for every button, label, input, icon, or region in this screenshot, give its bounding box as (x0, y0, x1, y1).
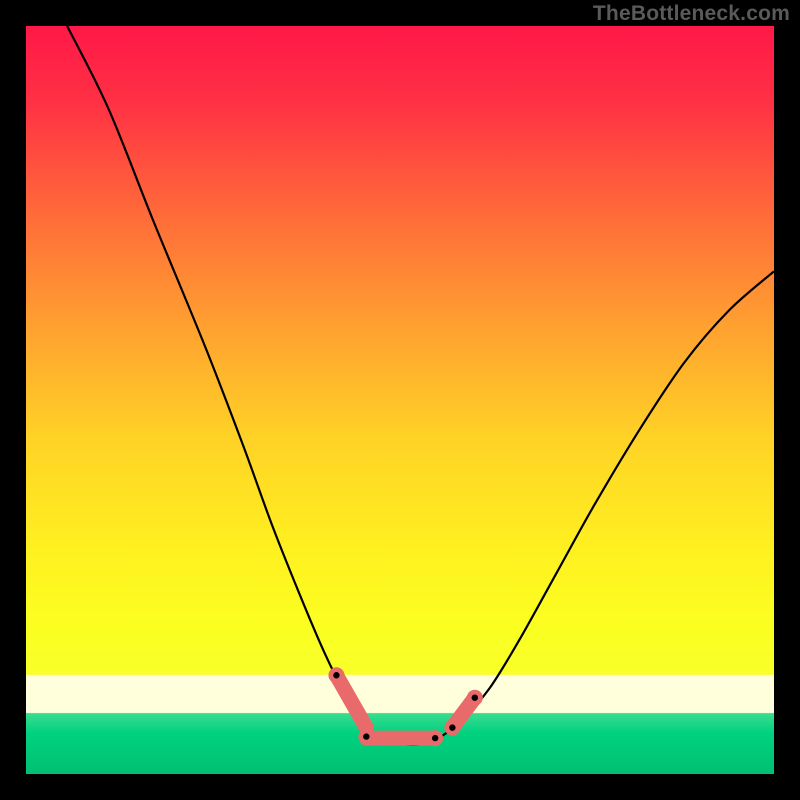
highlight-dot-center (449, 724, 455, 730)
highlight-dot-center (432, 735, 438, 741)
chart-container: TheBottleneck.com (0, 0, 800, 800)
watermark-text: TheBottleneck.com (593, 2, 790, 26)
bottleneck-curve-chart (0, 0, 800, 800)
highlight-dot-center (333, 672, 339, 678)
highlight-dot-center (363, 733, 369, 739)
highlight-dot-center (472, 695, 478, 701)
plot-background (26, 26, 774, 774)
